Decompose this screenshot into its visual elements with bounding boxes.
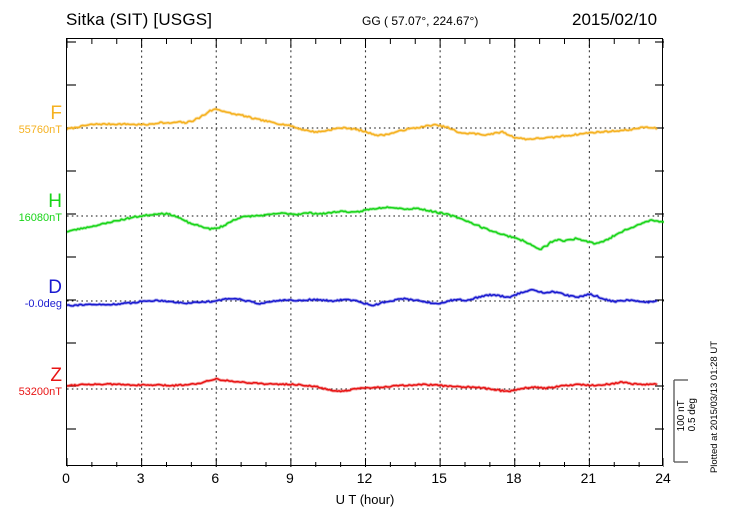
component-baseline-h: 16080nT [18, 212, 62, 224]
xtick-label-3: 3 [136, 470, 145, 486]
trace-z [67, 377, 657, 393]
vertical-gridlines [141, 39, 590, 467]
station-title: Sitka (SIT) [USGS] [66, 10, 213, 29]
trace-halo-d [67, 288, 658, 308]
x-axis-title: U T (hour) [335, 492, 395, 507]
component-baseline-f: 55760nT [18, 124, 62, 136]
y-axis-ticks [67, 41, 664, 430]
scale-bar-deg: 0.5 deg [687, 398, 698, 432]
plot-area [66, 38, 664, 467]
plot-date: 2015/02/10 [572, 10, 658, 29]
xtick-label-0: 0 [62, 470, 70, 486]
component-label-h: H 16080nT [0, 192, 62, 225]
trace-f [67, 108, 657, 141]
trace-d [67, 288, 657, 307]
component-baselines [67, 127, 664, 390]
xtick-label-24: 24 [655, 470, 671, 486]
component-label-f: F 55760nT [0, 104, 62, 137]
component-symbol-f: F [50, 103, 62, 124]
component-baseline-z: 53200nT [18, 386, 62, 398]
x-axis-ticks [67, 39, 664, 467]
xtick-label-18: 18 [505, 470, 522, 486]
component-baseline-d: -0.0deg [24, 298, 62, 310]
component-label-d: D -0.0deg [0, 278, 62, 311]
scale-bar-nt: 100 nT [676, 400, 687, 432]
component-symbol-z: Z [50, 365, 62, 386]
xtick-label-9: 9 [285, 470, 294, 486]
geographic-coordinates: GG ( 57.07°, 224.67°) [362, 14, 479, 28]
scale-bar [665, 379, 689, 463]
component-symbol-h: H [48, 191, 62, 212]
magnetogram-traces-svg [67, 39, 664, 467]
scale-bar-text: 100 nT 0.5 deg [676, 398, 698, 431]
plotted-at-timestamp: Plotted at 2015/03/13 01:28 UT [709, 341, 720, 474]
xtick-label-15: 15 [431, 470, 447, 486]
component-symbol-d: D [48, 277, 62, 298]
component-traces [67, 107, 664, 394]
trace-h [67, 206, 664, 251]
xtick-label-6: 6 [211, 470, 220, 486]
component-label-z: Z 53200nT [0, 366, 62, 399]
xtick-label-21: 21 [580, 470, 597, 486]
xtick-label-12: 12 [356, 470, 373, 486]
